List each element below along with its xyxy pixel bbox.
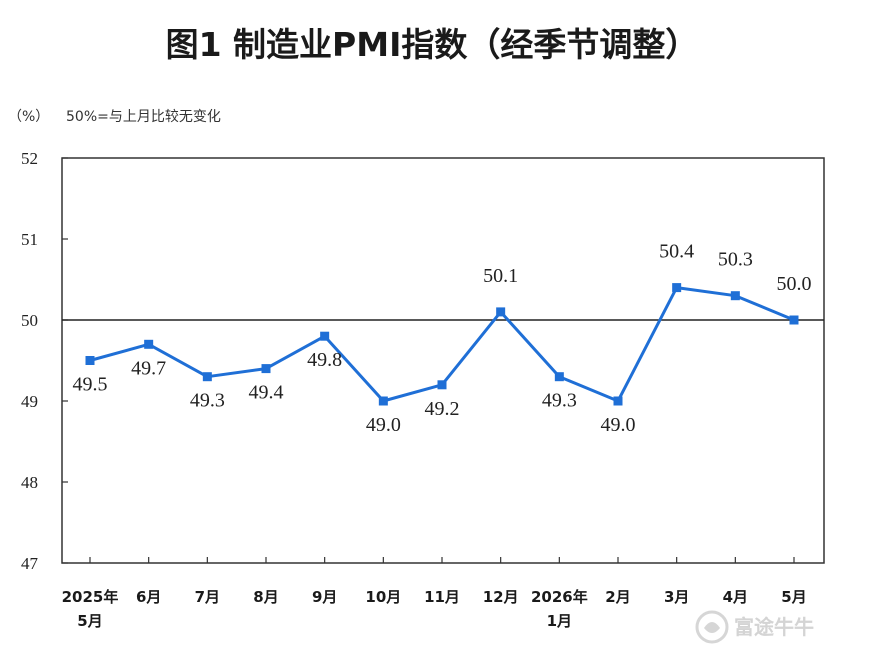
x-tick-label: 8月 bbox=[253, 588, 278, 606]
data-label: 50.1 bbox=[483, 265, 518, 287]
series-markers bbox=[85, 283, 799, 406]
watermark-logo-mark bbox=[704, 622, 720, 633]
data-labels: 49.5 49.7 49.3 49.4 49.8 49.0 49.2 50.1 49.3 49.0… bbox=[73, 241, 812, 436]
data-label: 50.3 bbox=[718, 249, 753, 271]
y-tick-label: 49 bbox=[21, 392, 38, 411]
watermark-text: 富途牛牛 bbox=[734, 615, 814, 639]
x-tick-label: 1月 bbox=[547, 612, 572, 630]
data-label: 49.8 bbox=[307, 349, 342, 371]
data-point-marker bbox=[378, 396, 388, 406]
chart-title: 图1 制造业PMI指数（经季节调整） bbox=[166, 25, 699, 64]
x-tick-label: 12月 bbox=[483, 588, 519, 606]
data-point-marker bbox=[261, 364, 271, 374]
data-point-marker bbox=[730, 291, 740, 301]
x-tick-label: 11月 bbox=[424, 588, 460, 606]
y-tick-label: 50 bbox=[21, 311, 38, 330]
data-point-marker bbox=[554, 372, 564, 382]
data-label: 50.0 bbox=[777, 273, 812, 295]
data-point-marker bbox=[437, 380, 447, 390]
data-label: 49.0 bbox=[601, 414, 636, 436]
x-tick-label: 9月 bbox=[312, 588, 337, 606]
data-label: 49.2 bbox=[425, 398, 460, 420]
data-point-marker bbox=[144, 339, 154, 349]
data-label: 50.4 bbox=[659, 241, 694, 263]
data-label: 49.7 bbox=[131, 357, 166, 379]
reference-note: 50%=与上月比较无变化 bbox=[66, 109, 221, 125]
y-tick-label: 51 bbox=[21, 230, 38, 249]
y-tick-label: 47 bbox=[21, 554, 39, 573]
plot-area bbox=[61, 157, 825, 564]
data-point-marker bbox=[789, 315, 799, 325]
y-axis: 52 51 50 49 48 47 bbox=[21, 149, 68, 573]
x-tick-label: 5月 bbox=[781, 588, 806, 606]
y-unit-label: （%） bbox=[8, 109, 49, 125]
x-tick-label: 2月 bbox=[605, 588, 630, 606]
x-tick-label: 2025年 bbox=[62, 588, 119, 606]
watermark: 富途牛牛 bbox=[695, 610, 814, 644]
x-tick-label: 3月 bbox=[664, 588, 689, 606]
data-label: 49.5 bbox=[73, 374, 108, 396]
data-point-marker bbox=[613, 396, 623, 406]
data-label: 49.3 bbox=[190, 390, 225, 412]
data-label: 49.4 bbox=[249, 382, 284, 404]
data-label: 49.0 bbox=[366, 414, 401, 436]
data-label: 49.3 bbox=[542, 390, 577, 412]
x-tick-label: 10月 bbox=[365, 588, 401, 606]
y-tick-label: 48 bbox=[21, 473, 38, 492]
data-point-marker bbox=[85, 356, 95, 365]
x-axis: 2025年 5月 6月 7月 8月 9月 10月 11月 12月 2026年 1月 2月 3月 4月 5月 bbox=[62, 557, 807, 630]
watermark-logo-icon bbox=[695, 610, 729, 644]
data-point-marker bbox=[672, 283, 682, 293]
data-point-marker bbox=[496, 307, 506, 317]
x-tick-label: 6月 bbox=[136, 588, 161, 606]
x-tick-label: 4月 bbox=[723, 588, 748, 606]
x-tick-label: 7月 bbox=[195, 588, 220, 606]
y-tick-label: 52 bbox=[21, 149, 38, 168]
x-tick-label: 2026年 bbox=[531, 588, 588, 606]
x-tick-label: 5月 bbox=[77, 612, 102, 630]
data-point-marker bbox=[202, 372, 212, 382]
data-point-marker bbox=[320, 331, 330, 341]
